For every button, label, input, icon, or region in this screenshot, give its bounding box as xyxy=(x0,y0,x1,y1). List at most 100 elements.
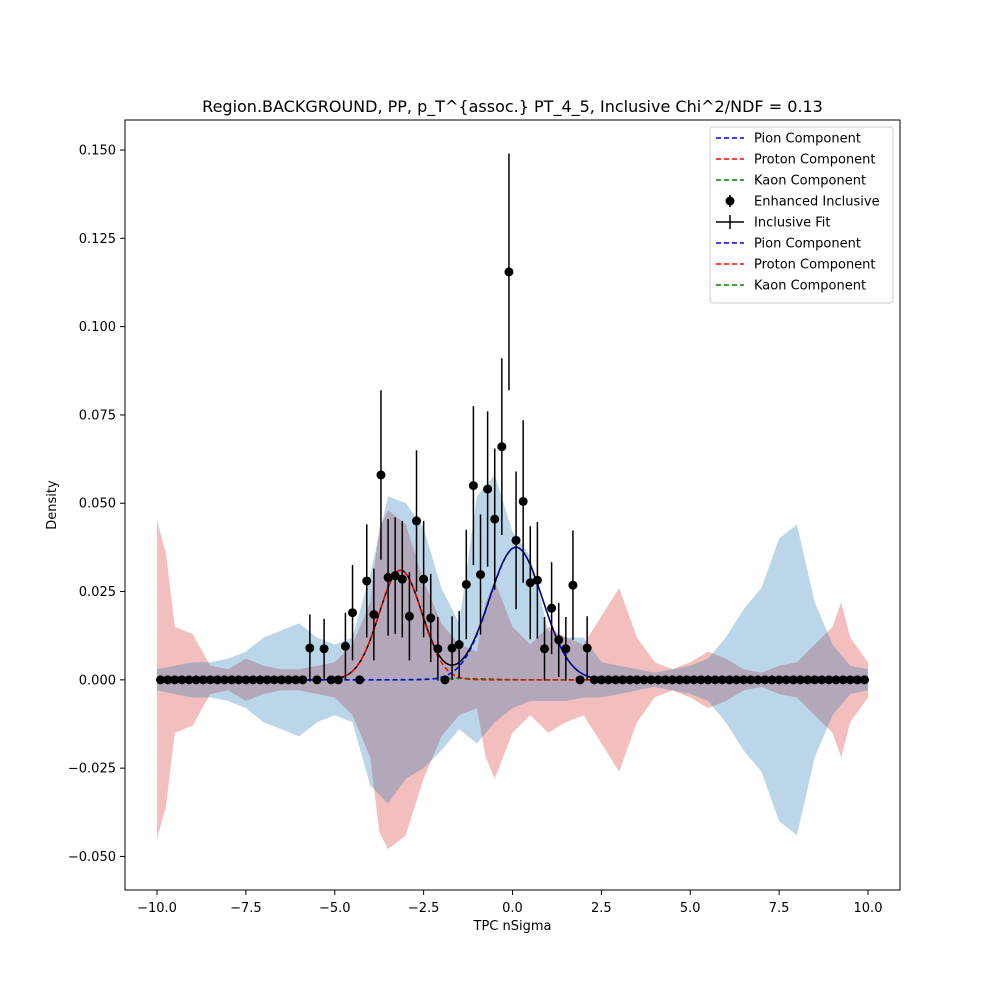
data-point xyxy=(269,675,279,685)
legend-handle-marker xyxy=(725,196,735,206)
data-point xyxy=(156,675,166,685)
data-point xyxy=(419,574,429,584)
data-point xyxy=(369,609,379,619)
data-point xyxy=(412,516,422,526)
data-point xyxy=(298,675,308,685)
data-point xyxy=(845,675,855,685)
data-point xyxy=(497,442,507,452)
data-point xyxy=(739,675,749,685)
data-point xyxy=(504,267,514,277)
data-point xyxy=(710,675,720,685)
data-point xyxy=(262,675,272,685)
legend-label: Kaon Component xyxy=(754,279,866,294)
data-point xyxy=(333,675,343,685)
data-point xyxy=(788,675,798,685)
data-point xyxy=(234,675,244,685)
x-tick-label: −10.0 xyxy=(137,901,177,916)
legend-label: Pion Component xyxy=(754,237,861,252)
data-point xyxy=(454,640,464,650)
legend-label: Pion Component xyxy=(754,132,861,147)
y-tick-label: 0.000 xyxy=(79,673,116,688)
x-tick-label: −7.5 xyxy=(230,901,262,916)
data-point xyxy=(284,675,294,685)
x-tick-label: −2.5 xyxy=(408,901,440,916)
y-tick-label: 0.075 xyxy=(79,408,116,423)
data-point xyxy=(731,675,741,685)
chart-title: Region.BACKGROUND, PP, p_T^{assoc.} PT_4… xyxy=(202,97,823,117)
data-point xyxy=(547,603,557,613)
data-point xyxy=(383,572,393,582)
data-point xyxy=(397,574,407,584)
data-point xyxy=(660,675,670,685)
data-point xyxy=(575,675,585,685)
data-point xyxy=(433,644,443,654)
data-point xyxy=(639,675,649,685)
data-point xyxy=(781,675,791,685)
legend: Pion Component Proton Component Kaon Compo… xyxy=(709,126,894,304)
x-tick-label: 0.0 xyxy=(502,901,523,916)
data-point xyxy=(746,675,756,685)
data-point xyxy=(426,613,436,623)
data-point xyxy=(810,675,820,685)
data-point xyxy=(362,576,372,586)
data-point xyxy=(582,643,592,653)
legend-label: Kaon Component xyxy=(754,174,866,189)
data-point xyxy=(227,675,237,685)
data-point xyxy=(859,675,869,685)
data-point xyxy=(163,675,173,685)
data-point xyxy=(646,675,656,685)
y-tick-label: 0.050 xyxy=(79,497,116,512)
blue-uncertainty-band xyxy=(157,475,868,836)
data-point xyxy=(184,675,194,685)
data-point xyxy=(404,611,414,621)
data-point xyxy=(326,675,336,685)
data-point xyxy=(532,575,542,585)
data-point xyxy=(447,643,457,653)
data-point xyxy=(717,675,727,685)
y-tick-label: 0.025 xyxy=(79,585,116,600)
y-axis-label: Density xyxy=(45,480,60,530)
data-point xyxy=(220,675,230,685)
data-point xyxy=(838,675,848,685)
data-point xyxy=(539,644,549,654)
data-point xyxy=(760,675,770,685)
data-point xyxy=(589,675,599,685)
data-point xyxy=(632,675,642,685)
y-tick-label: 0.100 xyxy=(79,320,116,335)
data-point xyxy=(852,675,862,685)
data-point xyxy=(177,675,187,685)
data-point xyxy=(831,675,841,685)
data-point xyxy=(312,675,322,685)
legend-label: Enhanced Inclusive xyxy=(754,195,880,210)
data-point xyxy=(568,580,578,590)
data-point xyxy=(340,641,350,651)
y-tick-label: −0.050 xyxy=(68,850,116,865)
data-point xyxy=(689,675,699,685)
data-point xyxy=(348,608,358,618)
data-point xyxy=(461,579,471,589)
data-point xyxy=(468,481,478,491)
data-point xyxy=(596,675,606,685)
data-point xyxy=(675,675,685,685)
data-point xyxy=(476,570,486,580)
data-point xyxy=(803,675,813,685)
x-axis-label: TPC nSigma xyxy=(473,919,552,934)
data-point xyxy=(305,643,315,653)
x-tick-label: 2.5 xyxy=(591,901,612,916)
data-point xyxy=(795,675,805,685)
data-point xyxy=(205,675,215,685)
data-point xyxy=(376,470,386,480)
y-tick-label: −0.025 xyxy=(68,762,116,777)
data-point xyxy=(483,484,493,494)
x-tick-label: 10.0 xyxy=(854,901,883,916)
data-point xyxy=(170,675,180,685)
data-points xyxy=(156,153,869,685)
data-point xyxy=(525,578,535,588)
data-point xyxy=(291,675,301,685)
data-point xyxy=(625,675,635,685)
x-tick-label: 5.0 xyxy=(680,901,701,916)
legend-label: Inclusive Fit xyxy=(754,216,831,231)
y-tick-label: 0.150 xyxy=(79,144,116,159)
data-point xyxy=(724,675,734,685)
